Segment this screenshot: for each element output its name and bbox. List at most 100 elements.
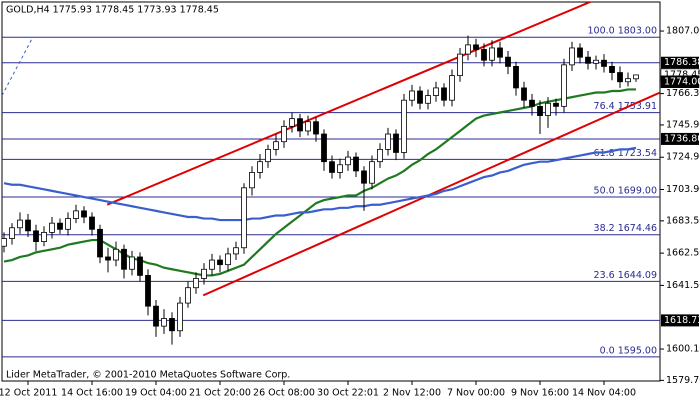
candle-body [177,302,183,332]
candle-body [369,161,375,184]
candle-body [137,256,143,276]
x-tick-label: 2 Nov 12:00 [383,388,441,399]
candle-body [481,49,487,61]
candle-body [377,148,383,163]
x-tick-label: 12 Oct 2011 [0,388,57,399]
candle-body [41,231,47,243]
candle-body [385,133,391,150]
fib-label: 76.4 1753.91 [594,101,657,112]
candle-body [609,65,615,73]
candle-body [425,95,431,104]
candle-body [193,278,199,289]
candle-body [65,218,71,230]
candle-body [433,87,439,96]
candle-body [513,65,519,89]
candle-body [449,75,455,101]
x-tick-label: 7 Nov 00:00 [447,388,505,399]
candle-body [313,121,319,135]
candle-body [337,164,343,173]
y-tick-label: 1662.50 [666,248,700,259]
trendline [2,36,34,96]
candle-body [145,275,151,307]
y-tick-label: 1703.90 [666,184,700,195]
price-box-label: 1618.73 [664,315,700,326]
candle-body [161,318,167,327]
candle-body [529,99,535,107]
candle-body [441,87,447,101]
candle-body [201,268,207,279]
candle-body [241,187,247,249]
candle-body [121,248,127,270]
candle-body [25,219,31,232]
candle-body [209,259,215,270]
fib-label: 0.0 1595.00 [600,345,657,356]
candle-body [129,256,135,270]
candle-body [401,99,407,153]
candle-body [2,238,7,247]
candle-body [233,247,239,255]
candle-body [281,125,287,143]
candle-body [169,318,175,332]
candle-body [505,56,511,67]
candle-body [81,210,87,218]
candle-body [625,78,631,83]
price-box-label: 1736.80 [664,133,700,144]
moving-average [3,146,637,222]
candle-body [417,90,423,104]
x-tick-label: 21 Oct 20:00 [189,388,251,399]
fib-label: 61.8 1723.54 [594,148,657,159]
plot-area: 100.0 1803.00 76.4 1753.91 61.8 1723.54 50.… [2,2,660,358]
price-box-label: 1774.00 [664,76,700,87]
y-tick-label: 1807.00 [666,26,700,37]
price-box [661,314,699,327]
candle-body [185,287,191,304]
x-tick-label: 14 Oct 16:00 [61,388,123,399]
candle-body [297,118,303,132]
trendline [106,2,591,206]
candle-body [353,156,359,172]
candle-body [321,133,327,163]
candle-body [585,56,591,64]
candle-body [249,172,255,189]
x-tick-label: 14 Nov 04:00 [572,388,636,399]
x-tick-label: 19 Oct 04:00 [125,388,187,399]
candle-body [57,222,63,230]
candle-body [569,47,575,66]
candle-body [497,47,503,58]
y-tick-label: 1600.10 [666,344,700,355]
y-tick-label: 1641.50 [666,280,700,291]
price-box-label: 1778.45 [664,69,700,80]
chart-title: GOLD,H4 1775.93 1778.45 1773.93 1778.45 [6,5,219,16]
x-tick-label: 30 Oct 22:01 [317,388,379,399]
candle-body [289,118,295,127]
candle-body [545,102,551,116]
price-box [660,75,700,89]
footer: Lider MetaTrader, © 2001-2010 MetaQuotes… [6,370,290,381]
x-tick-label: 9 Nov 16:00 [511,388,569,399]
candle-body [489,47,495,61]
candle-body [273,141,279,150]
plot-frame [1,1,661,382]
candle-body [265,148,271,163]
axes: 1807.00 1766.30 1745.90 1724.90 1703.90 1683.… [0,26,700,399]
y-tick-label: 1766.30 [666,88,700,99]
candle-body [97,228,103,258]
candle-body [225,253,231,266]
fib-label: 100.0 1803.00 [587,26,657,37]
candle-body [601,59,607,67]
candle-body [345,156,351,166]
fib-label: 23.6 1644.09 [594,270,657,281]
y-tick-label: 1683.50 [666,215,700,226]
candle-body [537,105,543,116]
candle-body [153,305,159,327]
candle-body [217,259,223,266]
price-box-label: 1786.38 [664,57,700,68]
candle-body [553,102,559,107]
candle-body [89,216,95,230]
y-tick-label: 1745.90 [666,119,700,130]
y-tick-label: 1724.90 [666,152,700,163]
candle-body [305,121,311,132]
candle-body [393,133,399,153]
y-tick-label: 1579.70 [666,375,700,386]
